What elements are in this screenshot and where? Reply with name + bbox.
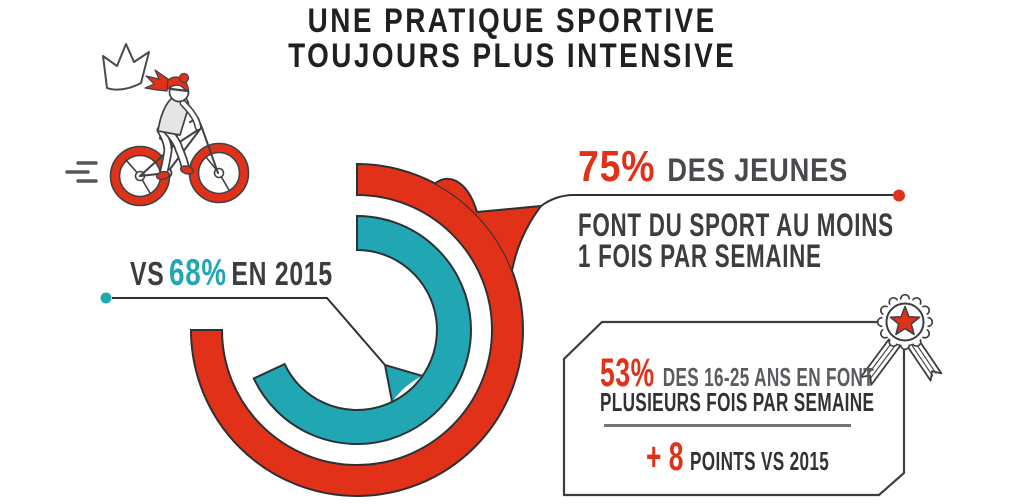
stat-75-value: 75%	[578, 142, 656, 191]
arc-68-percent	[252, 214, 472, 445]
stat-68-value: 68%	[169, 252, 227, 293]
star-icon	[889, 305, 921, 336]
ponytail	[144, 69, 169, 92]
arc-75-pointer	[434, 178, 541, 271]
donut-chart	[189, 162, 544, 497]
arc-75-pointer-outline	[434, 177, 544, 271]
speed-dashes-icon	[65, 161, 98, 183]
badge-label: DES 16-25 ANS EN FONT	[662, 362, 875, 392]
badge-line-2: PLUSIEURS FOIS PAR SEMAINE	[600, 389, 1016, 415]
teal-endpoint-dot-icon	[100, 292, 112, 304]
stat-68-line: VS 68% EN 2015	[130, 254, 401, 292]
stat-75-label: DES JEUNES	[667, 152, 849, 188]
red-endpoint-dot-icon	[893, 189, 905, 202]
crown-icon	[102, 43, 150, 91]
badge-line-3: + 8 POINTS VS 2015	[646, 437, 923, 486]
badge-value: 53%	[600, 351, 655, 395]
badge-label-2: PLUSIEURS FOIS PAR SEMAINE	[600, 387, 875, 417]
arc-68-pointer	[385, 365, 423, 402]
medal-ribbons	[859, 337, 943, 386]
badge-delta-label: POINTS VS 2015	[690, 446, 830, 476]
cyclist-illustration	[65, 43, 250, 207]
sunglasses	[169, 87, 190, 93]
arc-75-percent	[189, 162, 524, 497]
rider	[144, 69, 202, 181]
badge-delta-value: + 8	[646, 435, 684, 479]
stat-68-prefix: VS	[130, 255, 165, 292]
badge-line-1: 53% DES 16-25 ANS EN FONT	[600, 353, 1015, 402]
page-title: UNE PRATIQUE SPORTIVE TOUJOURS PLUS INTE…	[0, 0, 1024, 74]
callout-line-68	[112, 297, 386, 366]
badge-divider	[604, 424, 851, 427]
medal-icon	[859, 293, 943, 386]
shoe	[155, 170, 171, 181]
hair-bun	[178, 72, 190, 84]
callout-line-75	[540, 194, 897, 207]
stat-68-suffix: EN 2015	[231, 255, 333, 292]
badge-box	[562, 293, 943, 497]
stat-75-detail-line-1: FONT DU SPORT AU MOINS	[578, 207, 894, 243]
callout-lines	[100, 189, 905, 366]
stat-75-detail-line-2: 1 FOIS PAR SEMAINE	[578, 238, 822, 274]
stat-75-headline: 75% DES JEUNES	[578, 145, 896, 199]
front-wheel	[188, 142, 250, 204]
shoe	[179, 165, 195, 175]
title-line-2: TOUJOURS PLUS INTENSIVE	[287, 37, 736, 75]
stat-75-detail: FONT DU SPORT AU MOINS 1 FOIS PAR SEMAIN…	[578, 207, 1024, 274]
title-line-1: UNE PRATIQUE SPORTIVE	[307, 2, 717, 40]
